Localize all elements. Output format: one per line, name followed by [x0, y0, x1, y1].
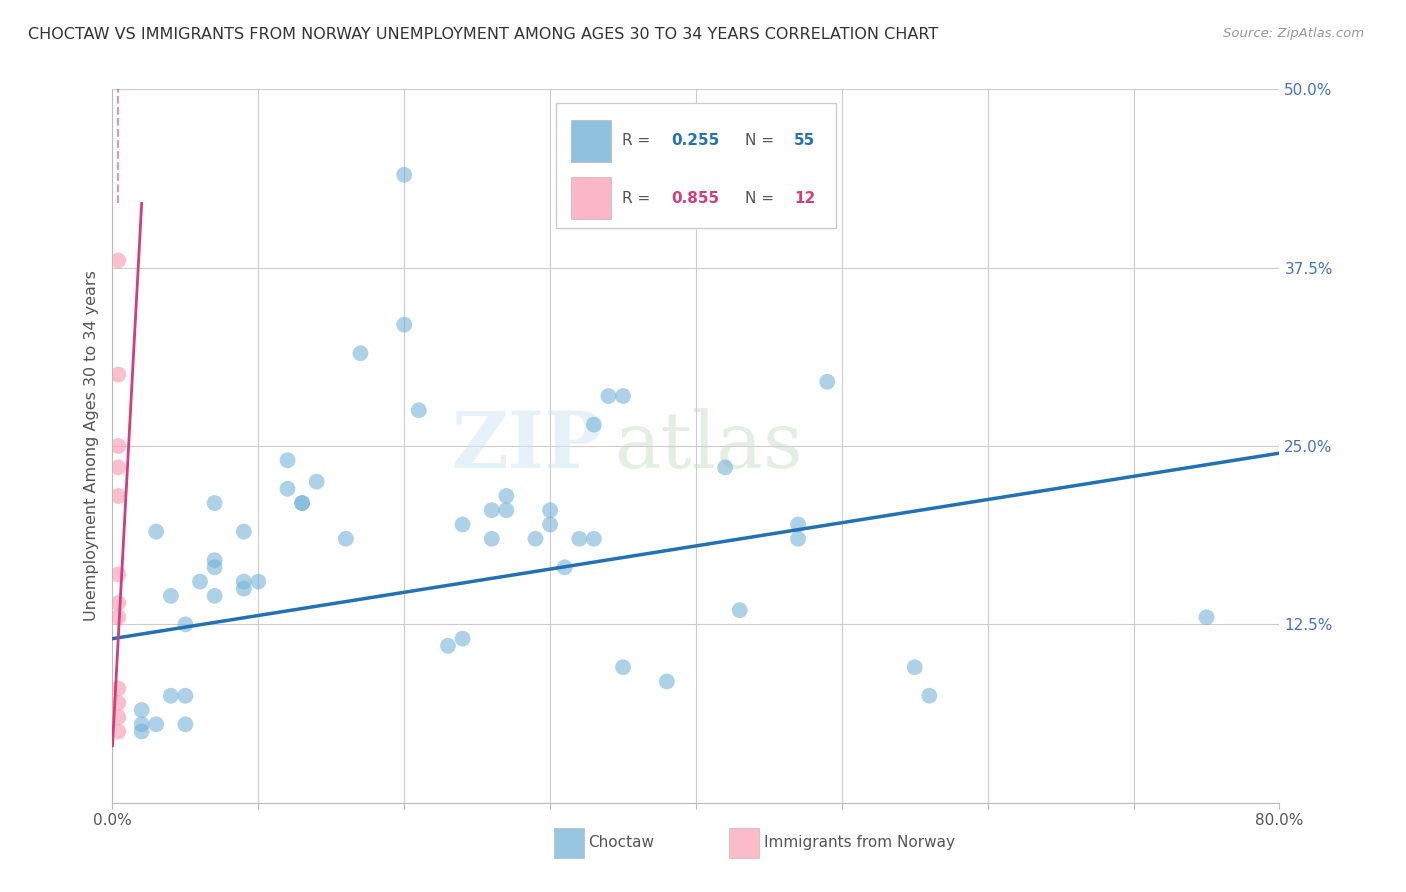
FancyBboxPatch shape — [571, 177, 610, 219]
Point — [204, 496, 226, 510]
FancyBboxPatch shape — [554, 828, 583, 858]
Point — [598, 389, 620, 403]
Point — [174, 689, 197, 703]
Text: 55: 55 — [794, 134, 815, 148]
Text: CHOCTAW VS IMMIGRANTS FROM NORWAY UNEMPLOYMENT AMONG AGES 30 TO 34 YEARS CORRELA: CHOCTAW VS IMMIGRANTS FROM NORWAY UNEMPL… — [28, 27, 938, 42]
Point — [728, 603, 751, 617]
Point — [107, 681, 129, 696]
Point — [232, 582, 254, 596]
Text: 12: 12 — [794, 191, 815, 205]
Point — [160, 689, 183, 703]
Text: 0.255: 0.255 — [672, 134, 720, 148]
Point — [276, 453, 298, 467]
Point — [174, 717, 197, 731]
Point — [107, 710, 129, 724]
Point — [107, 696, 129, 710]
Point — [305, 475, 328, 489]
Point — [394, 168, 416, 182]
Point — [131, 724, 153, 739]
Text: Immigrants from Norway: Immigrants from Norway — [763, 835, 955, 850]
Point — [204, 589, 226, 603]
Text: Choctaw: Choctaw — [589, 835, 655, 850]
Point — [437, 639, 460, 653]
Point — [107, 253, 129, 268]
Point — [787, 532, 810, 546]
Point — [451, 632, 474, 646]
Point — [495, 503, 517, 517]
Point — [131, 703, 153, 717]
Point — [174, 617, 197, 632]
Point — [538, 517, 561, 532]
Text: atlas: atlas — [614, 409, 803, 483]
Point — [582, 532, 605, 546]
Text: R =: R = — [623, 191, 655, 205]
Text: 0.855: 0.855 — [672, 191, 720, 205]
Point — [655, 674, 678, 689]
Point — [554, 560, 576, 574]
FancyBboxPatch shape — [555, 103, 837, 228]
Point — [107, 596, 129, 610]
Point — [131, 717, 153, 731]
Point — [107, 489, 129, 503]
Point — [145, 717, 167, 731]
Point — [451, 517, 474, 532]
Point — [291, 496, 314, 510]
Point — [612, 660, 634, 674]
Point — [568, 532, 591, 546]
Point — [145, 524, 167, 539]
Point — [160, 589, 183, 603]
Point — [335, 532, 357, 546]
Text: N =: N = — [745, 134, 779, 148]
Point — [787, 517, 810, 532]
Point — [232, 524, 254, 539]
Point — [1195, 610, 1218, 624]
Text: ZIP: ZIP — [451, 408, 603, 484]
Point — [904, 660, 927, 674]
Point — [612, 389, 634, 403]
Point — [107, 610, 129, 624]
Point — [247, 574, 270, 589]
Point — [815, 375, 838, 389]
Point — [538, 503, 561, 517]
Point — [204, 553, 226, 567]
Point — [408, 403, 430, 417]
FancyBboxPatch shape — [728, 828, 759, 858]
Point — [291, 496, 314, 510]
Text: R =: R = — [623, 134, 655, 148]
Point — [107, 368, 129, 382]
Y-axis label: Unemployment Among Ages 30 to 34 years: Unemployment Among Ages 30 to 34 years — [83, 270, 98, 622]
Point — [107, 724, 129, 739]
Point — [918, 689, 941, 703]
Point — [394, 318, 416, 332]
Point — [107, 567, 129, 582]
Point — [232, 574, 254, 589]
Point — [481, 503, 503, 517]
Point — [481, 532, 503, 546]
Point — [582, 417, 605, 432]
Point — [524, 532, 547, 546]
Point — [495, 489, 517, 503]
FancyBboxPatch shape — [571, 120, 610, 162]
Point — [714, 460, 737, 475]
Point — [276, 482, 298, 496]
Text: N =: N = — [745, 191, 779, 205]
Point — [349, 346, 371, 360]
Text: Source: ZipAtlas.com: Source: ZipAtlas.com — [1223, 27, 1364, 40]
Point — [107, 439, 129, 453]
Point — [204, 560, 226, 574]
Point — [107, 460, 129, 475]
Point — [188, 574, 211, 589]
